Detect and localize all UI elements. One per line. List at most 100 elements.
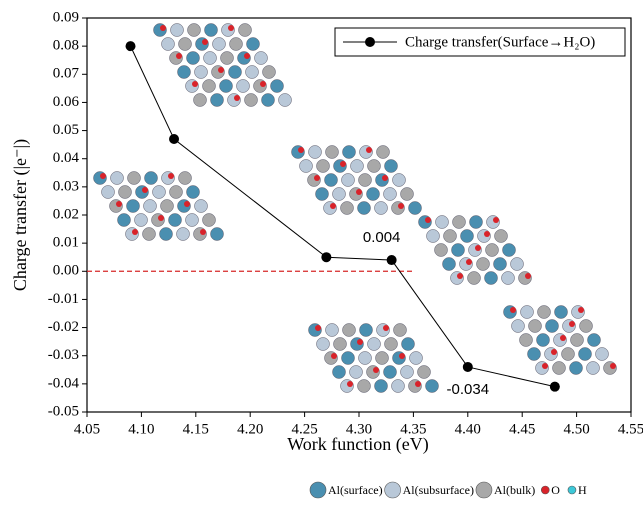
atom [342, 352, 355, 365]
atom [213, 38, 226, 51]
atom [368, 160, 381, 173]
atom [135, 214, 148, 227]
atom [145, 172, 158, 185]
atom [228, 25, 234, 31]
atom-legend-swatch [310, 482, 326, 498]
structure-image [419, 216, 532, 285]
atom [409, 202, 422, 215]
atom [170, 186, 183, 199]
atom [132, 229, 138, 235]
y-tick-label: 0.09 [53, 9, 79, 25]
atom [376, 352, 389, 365]
atom [425, 217, 431, 223]
atom [333, 188, 346, 201]
atom [317, 338, 330, 351]
atom [538, 306, 551, 319]
atom [415, 381, 421, 387]
atom [143, 228, 156, 241]
atom [580, 320, 593, 333]
atom [341, 202, 354, 215]
y-tick-label: 0.02 [53, 206, 79, 222]
atom-legend-swatch [541, 486, 549, 494]
atom [325, 174, 338, 187]
atom [176, 53, 182, 59]
atom [579, 348, 592, 361]
atom [255, 52, 268, 65]
atom [331, 353, 337, 359]
y-tick-label: 0.00 [53, 263, 79, 279]
atom [452, 244, 465, 257]
atom [128, 172, 141, 185]
atom [466, 259, 472, 265]
atom [444, 230, 457, 243]
atom [477, 258, 490, 271]
atom-legend-swatch [568, 486, 576, 494]
atom [426, 380, 439, 393]
data-point [169, 134, 179, 144]
atom-legend-label: Al(subsurface) [403, 483, 474, 497]
y-tick-label: 0.03 [53, 178, 79, 194]
atom [358, 380, 371, 393]
atom [399, 353, 405, 359]
atom [347, 381, 353, 387]
atom [142, 187, 148, 193]
x-tick-label: 4.35 [400, 421, 426, 437]
atom [171, 24, 184, 37]
atom [493, 217, 499, 223]
atom [200, 229, 206, 235]
atom [468, 272, 481, 285]
atom [596, 348, 609, 361]
structure-image [309, 324, 439, 393]
value-label: 0.004 [363, 229, 401, 246]
atom-legend-label: Al(surface) [328, 483, 383, 497]
atom [239, 24, 252, 37]
atom [529, 320, 542, 333]
atom [394, 324, 407, 337]
atom [187, 52, 200, 65]
atom [247, 38, 260, 51]
atom [486, 244, 499, 257]
atom [153, 186, 166, 199]
atom [537, 334, 550, 347]
atom [571, 334, 584, 347]
atom [343, 146, 356, 159]
atom [334, 338, 347, 351]
atom [587, 362, 600, 375]
atom [360, 324, 373, 337]
atom [588, 334, 601, 347]
data-point [463, 362, 473, 372]
atom-legend-label: Al(bulk) [494, 483, 535, 497]
x-tick-label: 4.45 [509, 421, 535, 437]
structure-image [94, 172, 224, 241]
atom [314, 175, 320, 181]
atom [392, 380, 405, 393]
atom [358, 202, 371, 215]
atom [244, 53, 250, 59]
atom [317, 160, 330, 173]
atom [116, 201, 122, 207]
atom [384, 366, 397, 379]
atom [237, 80, 250, 93]
atom [359, 352, 372, 365]
atom [220, 80, 233, 93]
atom [234, 95, 240, 101]
atom [375, 202, 388, 215]
atom [470, 216, 483, 229]
x-tick-label: 4.40 [455, 421, 481, 437]
atom [368, 338, 381, 351]
atom [161, 200, 174, 213]
atom [570, 362, 583, 375]
atom [178, 66, 191, 79]
y-tick-label: -0.04 [48, 375, 80, 391]
atom [385, 338, 398, 351]
atom [510, 307, 516, 313]
structure-image [292, 146, 422, 215]
atom [569, 321, 575, 327]
atom [162, 38, 175, 51]
atom [401, 188, 414, 201]
x-tick-label: 4.10 [128, 421, 154, 437]
atom [326, 324, 339, 337]
x-tick-label: 4.05 [74, 421, 100, 437]
y-axis-label: Charge transfer (|e⁻|) [10, 139, 31, 291]
atom [169, 214, 182, 227]
